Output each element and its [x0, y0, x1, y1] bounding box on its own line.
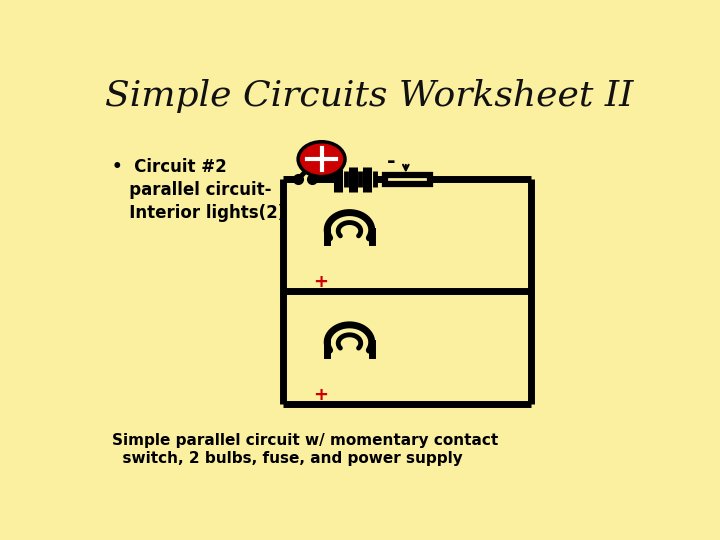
Circle shape: [298, 141, 345, 177]
Text: Simple Circuits Worksheet II: Simple Circuits Worksheet II: [105, 79, 633, 113]
Text: +: +: [313, 273, 328, 291]
Text: Simple parallel circuit w/ momentary contact: Simple parallel circuit w/ momentary con…: [112, 433, 498, 448]
FancyBboxPatch shape: [384, 174, 431, 184]
Text: -: -: [387, 152, 395, 172]
Text: switch, 2 bulbs, fuse, and power supply: switch, 2 bulbs, fuse, and power supply: [112, 451, 463, 465]
Text: Interior lights(2): Interior lights(2): [112, 204, 286, 222]
Text: •  Circuit #2: • Circuit #2: [112, 158, 227, 177]
Text: parallel circuit-: parallel circuit-: [112, 181, 272, 199]
Text: +: +: [313, 386, 328, 404]
